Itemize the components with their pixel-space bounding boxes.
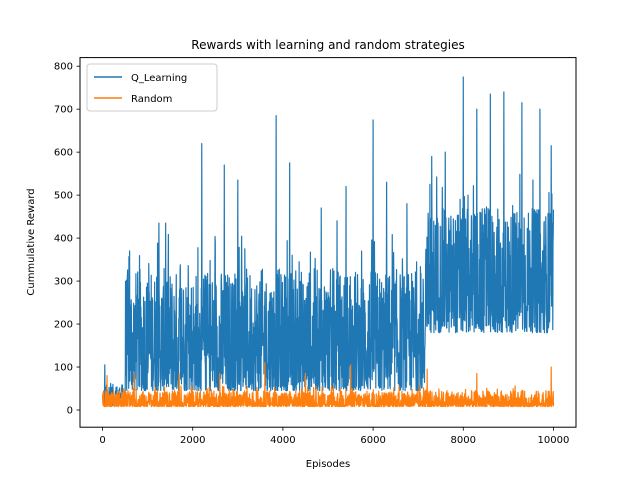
y-tick-label: 500 xyxy=(54,191,73,202)
x-tick-label: 10000 xyxy=(538,435,570,446)
series-line-q-learning xyxy=(101,76,555,407)
y-tick-label: 800 xyxy=(54,62,73,73)
y-tick-label: 0 xyxy=(67,406,73,417)
x-tick-label: 2000 xyxy=(180,435,205,446)
series-line-random xyxy=(101,362,555,408)
y-tick-label: 100 xyxy=(54,363,73,374)
x-tick-label: 4000 xyxy=(270,435,295,446)
y-axis-label: Cummulative Reward xyxy=(26,188,37,295)
y-tick-label: 200 xyxy=(54,320,73,331)
y-tick-label: 600 xyxy=(54,148,73,159)
series-layer xyxy=(101,76,555,408)
chart-title: Rewards with learning and random strateg… xyxy=(191,38,464,52)
legend-label: Q_Learning xyxy=(131,73,187,84)
y-tick-label: 400 xyxy=(54,234,73,245)
y-axis: 0 100 200 300 400 500 600 700 800 xyxy=(54,62,80,417)
y-tick-label: 300 xyxy=(54,277,73,288)
legend: Q_Learning Random xyxy=(86,63,218,112)
legend-label: Random xyxy=(131,94,172,105)
x-tick-label: 8000 xyxy=(451,435,476,446)
x-axis-label: Episodes xyxy=(306,459,350,470)
legend-box xyxy=(86,63,218,112)
y-tick-label: 700 xyxy=(54,105,73,116)
x-tick-label: 0 xyxy=(99,435,105,446)
x-axis: 0 2000 4000 6000 8000 10000 xyxy=(99,427,569,446)
x-tick-label: 6000 xyxy=(360,435,385,446)
plot-frame xyxy=(79,57,577,428)
